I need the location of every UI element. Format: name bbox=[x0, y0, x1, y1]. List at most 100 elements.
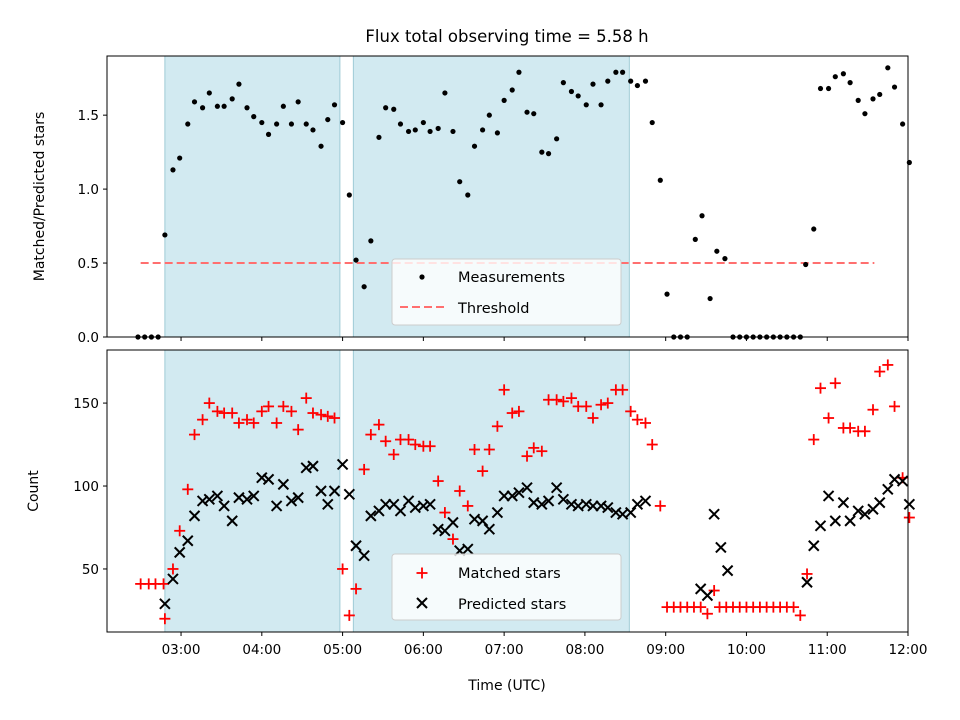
legend-matched-marker bbox=[416, 567, 428, 579]
measurement-point bbox=[295, 99, 301, 105]
measurement-point bbox=[191, 99, 198, 105]
predicted-star-point bbox=[903, 498, 916, 510]
matched-star-point bbox=[197, 414, 209, 426]
predicted-star-point bbox=[801, 576, 813, 588]
measurement-point bbox=[199, 105, 206, 111]
measurement-point bbox=[318, 143, 324, 149]
y-tick-label: 1.0 bbox=[78, 182, 99, 198]
measurement-point bbox=[405, 128, 412, 135]
measurement-point bbox=[251, 114, 257, 120]
predicted-star-point bbox=[432, 523, 444, 535]
predicted-star-point bbox=[476, 515, 489, 527]
matched-star-point bbox=[844, 422, 856, 434]
legend-predicted-label: Predicted stars bbox=[458, 597, 566, 613]
measurement-point bbox=[457, 179, 463, 185]
predicted-star-point bbox=[610, 506, 622, 519]
measurement-point bbox=[303, 121, 309, 127]
matched-star-point bbox=[654, 500, 666, 512]
matched-star-point bbox=[211, 405, 223, 417]
measurement-point bbox=[803, 261, 809, 268]
matched-star-point bbox=[158, 578, 170, 590]
matched-star-point bbox=[695, 601, 707, 613]
measurement-point bbox=[692, 236, 698, 242]
measurement-point bbox=[811, 226, 817, 232]
matched-star-point bbox=[365, 429, 377, 441]
measurement-point bbox=[346, 192, 352, 198]
x-tick-label: 09:00 bbox=[646, 642, 685, 658]
y-tick-label: 50 bbox=[82, 562, 99, 578]
matched-star-point bbox=[263, 400, 275, 412]
x-tick-label: 03:00 bbox=[162, 642, 201, 658]
matched-star-point bbox=[814, 382, 826, 394]
matched-star-point bbox=[307, 407, 319, 419]
predicted-star-point bbox=[715, 541, 727, 554]
measurement-point bbox=[699, 213, 705, 219]
matched-star-point bbox=[337, 563, 349, 575]
measurement-point bbox=[259, 119, 265, 126]
predicted-star-point bbox=[708, 508, 720, 520]
measurement-point bbox=[642, 78, 649, 84]
predicted-star-point bbox=[631, 498, 644, 510]
matched-star-point bbox=[859, 425, 871, 437]
predicted-star-point bbox=[837, 496, 850, 509]
matched-star-point bbox=[380, 435, 392, 447]
measurement-point bbox=[265, 131, 272, 137]
figure-title: Flux total observing time = 5.58 h bbox=[365, 27, 648, 46]
measurement-point bbox=[397, 121, 404, 127]
predicted-star-point bbox=[188, 510, 201, 522]
predicted-star-point bbox=[536, 498, 548, 510]
matched-star-point bbox=[203, 397, 215, 409]
matched-star-point bbox=[788, 601, 800, 613]
matched-star-point bbox=[322, 410, 334, 422]
matched-star-point bbox=[233, 417, 245, 429]
measurement-point bbox=[420, 119, 426, 126]
measurement-point bbox=[634, 82, 641, 89]
predicted-star-point bbox=[196, 495, 209, 507]
x-tick-label: 11:00 bbox=[808, 642, 847, 658]
measurement-point bbox=[840, 71, 846, 77]
legend-matched-label: Matched stars bbox=[458, 566, 561, 582]
predicted-star-point bbox=[277, 478, 290, 491]
measurement-point bbox=[170, 167, 176, 173]
measurement-point bbox=[479, 127, 486, 133]
bottom-x-axis-ticks: 03:00 04:00 05:00 06:00 07:00 08:00 09:00 10:00… bbox=[162, 632, 927, 658]
predicted-star-point bbox=[350, 540, 362, 552]
predicted-star-point bbox=[491, 506, 504, 519]
measurement-point bbox=[391, 106, 397, 112]
measurement-point bbox=[583, 102, 589, 108]
measurement-point bbox=[885, 65, 891, 71]
legend-measurements-label: Measurements bbox=[458, 270, 565, 286]
matched-star-point bbox=[867, 404, 879, 416]
bottom-y-axis-ticks: 50 100 150 bbox=[73, 396, 107, 578]
legend-box bbox=[391, 258, 622, 326]
matched-star-point bbox=[889, 400, 901, 412]
predicted-star-point bbox=[550, 481, 563, 494]
matched-star-point bbox=[639, 417, 651, 429]
predicted-star-point bbox=[896, 475, 909, 487]
legend-measurements-marker bbox=[419, 274, 425, 280]
measurement-point bbox=[206, 90, 212, 96]
predicted-star-point bbox=[292, 491, 304, 504]
matched-star-point bbox=[528, 442, 540, 454]
predicted-star-points bbox=[159, 458, 916, 610]
matched-star-point bbox=[801, 568, 813, 580]
matched-star-point bbox=[159, 613, 171, 625]
measurement-point bbox=[412, 127, 418, 133]
matched-star-point bbox=[388, 449, 400, 461]
matched-star-point bbox=[432, 475, 444, 487]
predicted-star-point bbox=[159, 598, 171, 610]
matched-star-point bbox=[882, 359, 894, 371]
predicted-star-point bbox=[506, 490, 518, 502]
measurement-point bbox=[628, 78, 634, 84]
predicted-star-point bbox=[241, 493, 253, 506]
measurement-point bbox=[214, 103, 220, 109]
predicted-star-point bbox=[417, 500, 430, 512]
measurement-point bbox=[568, 88, 575, 95]
measurement-point bbox=[554, 136, 560, 142]
x-tick-label: 06:00 bbox=[404, 642, 443, 658]
matched-star-point bbox=[477, 465, 489, 477]
measurement-point bbox=[707, 295, 713, 302]
predicted-star-point bbox=[182, 535, 194, 547]
